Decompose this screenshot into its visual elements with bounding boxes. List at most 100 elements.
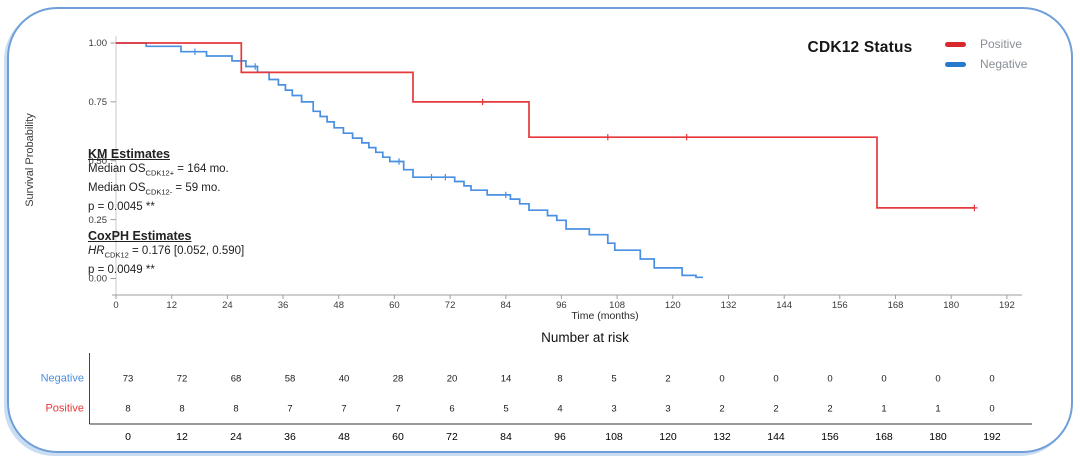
x-tick-label: 156 xyxy=(832,300,848,311)
annotation-line: HRCDK12 = 0.176 [0.052, 0.590] xyxy=(88,245,245,260)
risk-axis-label: 144 xyxy=(767,431,785,443)
risk-count: 7 xyxy=(287,404,292,415)
y-tick-label: 0.50 xyxy=(89,156,108,167)
risk-count: 3 xyxy=(665,404,670,415)
risk-axis-label: 96 xyxy=(554,431,566,443)
x-tick-label: 24 xyxy=(222,300,233,311)
risk-axis-label: 60 xyxy=(392,431,404,443)
risk-count: 72 xyxy=(177,374,188,385)
x-tick-label: 60 xyxy=(389,300,400,311)
x-tick-label: 0 xyxy=(113,300,118,311)
censor-mark-icon xyxy=(683,134,690,141)
risk-count: 28 xyxy=(393,374,404,385)
annotation-line: p = 0.0045 ** xyxy=(88,200,155,213)
annotation-line: Median OSCDK12+ = 164 mo. xyxy=(88,163,229,178)
x-tick-label: 120 xyxy=(665,300,681,311)
risk-count: 0 xyxy=(935,374,940,385)
risk-axis-label: 0 xyxy=(125,431,131,443)
risk-count: 2 xyxy=(773,404,778,415)
annotation-line: Median OSCDK12- = 59 mo. xyxy=(88,181,221,197)
censor-mark-icon xyxy=(971,204,978,212)
risk-count: 8 xyxy=(179,404,184,415)
risk-axis-label: 12 xyxy=(176,431,188,443)
y-tick-label: 0.25 xyxy=(89,215,108,226)
censor-mark-icon xyxy=(479,98,486,106)
negative-line-swatch-icon xyxy=(945,61,966,67)
legend-item-negative: Negative xyxy=(945,57,1027,71)
risk-count: 20 xyxy=(447,374,458,385)
x-tick-label: 48 xyxy=(333,300,344,311)
risk-axis-label: 132 xyxy=(713,431,731,443)
censor-mark-icon xyxy=(604,134,611,141)
censor-mark-icon xyxy=(252,63,259,70)
risk-row-label-positive: Positive xyxy=(45,403,84,415)
negative-survival-curve xyxy=(116,42,703,279)
risk-table-title: Number at risk xyxy=(541,330,629,345)
x-tick-label: 96 xyxy=(556,300,567,311)
censor-mark-icon xyxy=(502,191,509,199)
risk-count: 68 xyxy=(231,374,242,385)
risk-count: 8 xyxy=(125,404,130,415)
x-tick-label: 180 xyxy=(943,300,959,311)
x-axis-title: Time (months) xyxy=(571,310,639,322)
positive-line-swatch-icon xyxy=(945,41,966,47)
y-tick-label: 0.00 xyxy=(89,274,108,285)
y-axis-title: Survival Probability xyxy=(24,113,36,207)
risk-count: 2 xyxy=(827,404,832,415)
risk-count: 0 xyxy=(773,374,778,385)
risk-axis-label: 180 xyxy=(929,431,947,443)
risk-axis-label: 156 xyxy=(821,431,839,443)
coxph-estimates-lines: HRCDK12 = 0.176 [0.052, 0.590] p = 0.0049… xyxy=(88,244,244,278)
x-tick-label: 84 xyxy=(501,300,512,311)
risk-count: 8 xyxy=(557,374,562,385)
legend-label-negative: Negative xyxy=(980,57,1028,71)
risk-row-label-negative: Negative xyxy=(41,373,84,385)
risk-count: 7 xyxy=(395,404,400,415)
y-tick-label: 0.75 xyxy=(89,97,108,108)
risk-count: 40 xyxy=(339,374,350,385)
risk-axis-label: 108 xyxy=(605,431,623,443)
legend-label-positive: Positive xyxy=(980,37,1023,51)
risk-axis-label: 24 xyxy=(230,431,242,443)
censor-mark-icon xyxy=(395,158,403,165)
legend: Positive Negative xyxy=(945,37,1027,71)
x-tick-label: 72 xyxy=(445,300,456,311)
risk-axis-label: 120 xyxy=(659,431,677,443)
statistics-annotation: KM Estimates Median OSCDK12+ = 164 mo. Me… xyxy=(88,146,244,291)
risk-count: 0 xyxy=(989,374,994,385)
risk-count: 3 xyxy=(611,404,616,415)
x-tick-label: 108 xyxy=(609,300,625,311)
x-tick-label: 192 xyxy=(999,300,1015,311)
x-tick-label: 12 xyxy=(166,300,177,311)
annotation-line: p = 0.0049 ** xyxy=(88,263,155,276)
positive-survival-curve xyxy=(116,42,975,209)
km-estimates-lines: Median OSCDK12+ = 164 mo. Median OSCDK12-… xyxy=(88,162,244,215)
risk-axis-label: 192 xyxy=(983,431,1001,443)
risk-count: 8 xyxy=(233,404,238,415)
km-estimates-block: KM Estimates Median OSCDK12+ = 164 mo. Me… xyxy=(88,146,244,215)
risk-axis-label: 72 xyxy=(446,431,458,443)
risk-axis-label: 36 xyxy=(284,431,296,443)
censor-mark-icon xyxy=(442,174,449,181)
censor-mark-icon xyxy=(191,48,199,55)
risk-count: 2 xyxy=(665,374,670,385)
risk-count: 7 xyxy=(341,404,346,415)
risk-axis-label: 168 xyxy=(875,431,893,443)
risk-count: 0 xyxy=(989,404,994,415)
risk-axis-label: 48 xyxy=(338,431,350,443)
y-tick-label: 1.00 xyxy=(89,38,108,49)
coxph-estimates-heading: CoxPH Estimates xyxy=(88,229,192,244)
legend-title: CDK12 Status xyxy=(807,39,913,56)
risk-count: 2 xyxy=(719,404,724,415)
x-tick-label: 36 xyxy=(278,300,289,311)
x-tick-label: 144 xyxy=(776,300,792,311)
x-tick-label: 132 xyxy=(721,300,737,311)
km-estimates-heading: KM Estimates xyxy=(88,147,170,161)
risk-count: 5 xyxy=(611,374,616,385)
x-tick-label: 168 xyxy=(888,300,904,311)
risk-count: 14 xyxy=(501,374,512,385)
risk-count: 0 xyxy=(719,374,724,385)
risk-count: 1 xyxy=(935,404,940,415)
legend-item-positive: Positive xyxy=(945,37,1027,51)
